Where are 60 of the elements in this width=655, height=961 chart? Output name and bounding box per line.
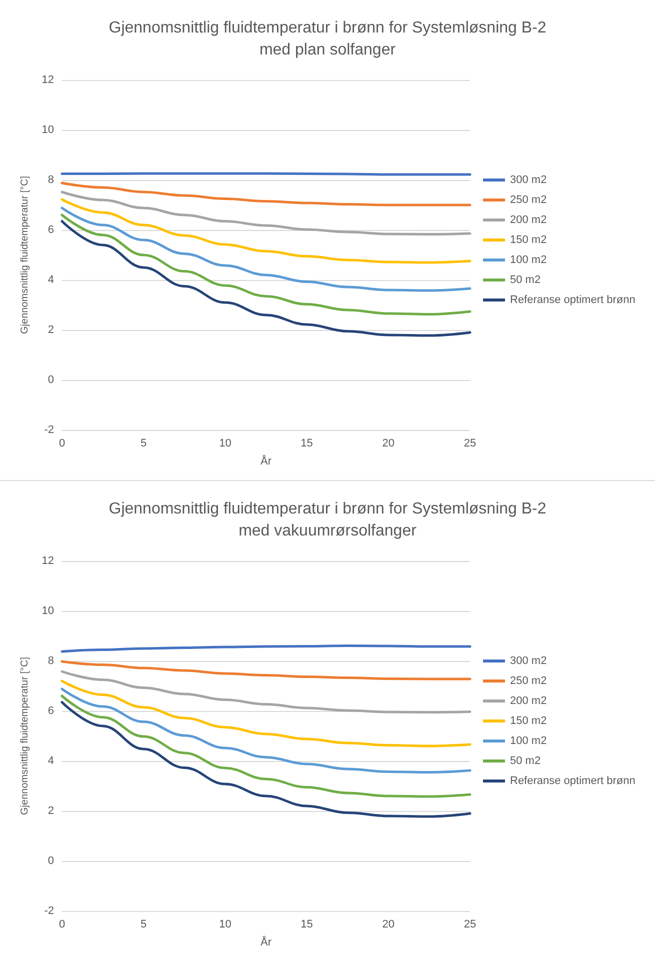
line-series <box>60 214 472 316</box>
x-tick-label: 0 <box>58 918 66 930</box>
y-tick-label: 10 <box>42 605 54 617</box>
y-tick-label: 2 <box>48 805 54 817</box>
x-tick-label: 15 <box>300 438 313 450</box>
y-tick-label: 8 <box>48 174 54 186</box>
legend-label: 300 m2 <box>510 655 547 667</box>
legend-label: 300 m2 <box>510 174 547 186</box>
line-series <box>60 688 472 774</box>
y-tick-label: 4 <box>48 274 54 286</box>
y-axis-title: Gjennomsnittlig fluidtemperatur [°C] <box>20 176 30 334</box>
legend-label: Referanse optimert brønn <box>510 775 636 787</box>
y-tick-label: -2 <box>44 424 54 436</box>
x-tick-label: 25 <box>464 438 476 450</box>
y-tick-label: 10 <box>42 124 54 136</box>
legend-label: 100 m2 <box>510 735 547 747</box>
legend-label: 150 m2 <box>510 715 547 727</box>
y-tick-label: 2 <box>48 324 54 336</box>
x-tick-label: 10 <box>219 438 232 450</box>
x-axis-title: År <box>260 936 272 948</box>
x-tick-label: 10 <box>219 918 232 930</box>
y-tick-label: 0 <box>48 855 54 867</box>
x-tick-label: 0 <box>58 438 66 450</box>
x-axis-title: År <box>260 454 272 468</box>
line-series <box>60 190 472 236</box>
line-series <box>60 701 472 818</box>
y-tick-label: 12 <box>42 555 54 567</box>
x-tick-label: 20 <box>382 438 395 450</box>
line-series <box>60 198 472 264</box>
line-series <box>60 660 472 680</box>
chart-title: Gjennomsnittlig fluidtemperatur i brønn for Systemløsning B-2 med vakuumrørsolfanger <box>108 500 546 540</box>
x-tick-label: 20 <box>382 918 395 930</box>
legend-label: 150 m2 <box>510 234 547 246</box>
line-series <box>60 206 472 292</box>
x-tick-label: 15 <box>300 918 313 930</box>
line-series <box>60 220 472 337</box>
legend-label: 100 m2 <box>510 254 547 266</box>
y-tick-label: 6 <box>48 705 54 717</box>
x-tick-label: 5 <box>140 918 147 930</box>
legend-label: 200 m2 <box>510 695 547 707</box>
line-series <box>60 694 472 798</box>
legend-label: 250 m2 <box>510 675 547 687</box>
legend-label: 50 m2 <box>510 755 541 767</box>
line-series <box>60 670 472 714</box>
x-tick-label: 25 <box>464 918 476 930</box>
y-tick-label: 0 <box>48 374 54 386</box>
y-tick-label: 4 <box>48 755 54 767</box>
y-axis-title: Gjennomsnittlig fluidtemperatur [°C] <box>20 656 30 815</box>
legend-label: Referanse optimert brønn <box>510 294 636 306</box>
y-tick-label: -2 <box>44 905 54 917</box>
line-series <box>60 182 472 206</box>
line-series <box>60 680 472 748</box>
legend-label: 200 m2 <box>510 214 547 226</box>
x-tick-label: 5 <box>140 438 147 450</box>
y-tick-label: 8 <box>48 655 54 667</box>
y-tick-label: 6 <box>48 224 54 236</box>
y-tick-label: 12 <box>42 74 54 86</box>
legend-label: 250 m2 <box>510 194 547 206</box>
legend-label: 50 m2 <box>510 274 541 286</box>
chart-title: Gjennomsnittlig fluidtemperatur i brønn for Systemløsning B-2 med plan solfanger <box>108 20 546 58</box>
